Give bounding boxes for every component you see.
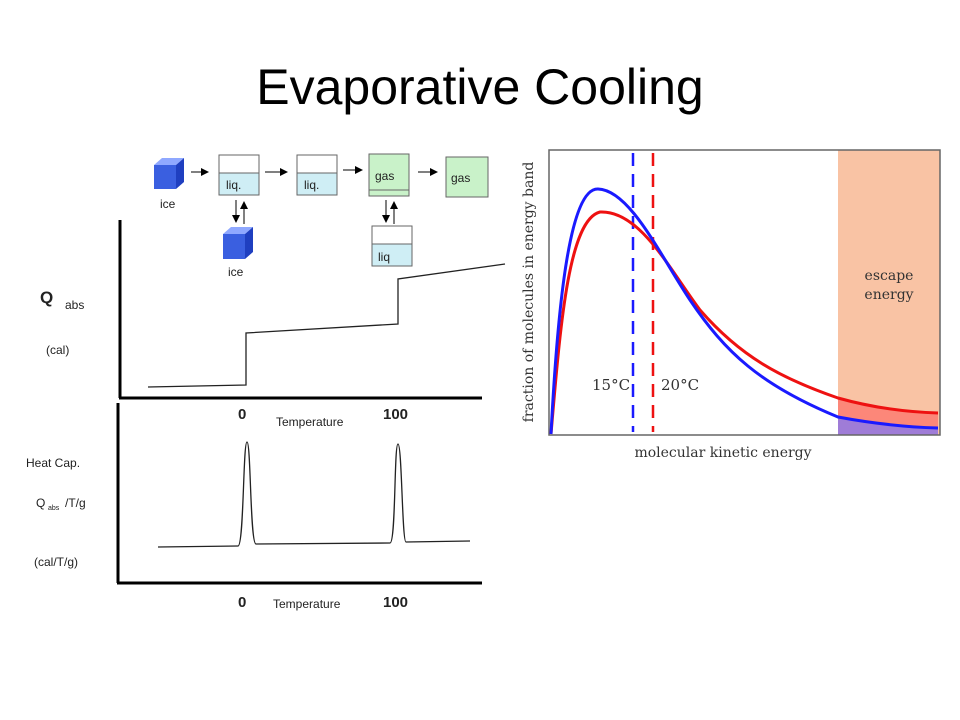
tick-label-0: 0 [238,594,246,611]
heatcap-ylabel: Heat Cap. [26,456,80,470]
tick-label-0: 0 [238,406,246,423]
phase-diagram: ice liq. liq. gas gas [154,153,489,279]
series-line-15c [549,187,939,435]
q-abs-ylabel: Q [40,288,53,307]
tick-label-100: 100 [383,594,408,611]
x-axis-label: Temperature [273,597,341,611]
liquid-container-3: liq [371,225,413,267]
q-abs-yunit: (cal) [46,343,69,357]
heat-capacity-chart: Heat Cap. Q abs /T/g (cal/T/g) 0 100 Tem… [26,403,482,611]
heatcap-ylabel-q: Q [36,496,45,510]
distribution-chart: 15°C 20°C escape energy molecular kineti… [521,149,941,461]
q-abs-ylabel-sub: abs [65,298,84,312]
heatcap-yunit: (cal/T/g) [34,555,78,569]
marker-label-15c: 15°C [592,376,630,394]
gas-container-2: gas [445,156,489,198]
escape-energy-label-2: energy [864,287,913,303]
marker-label-20c: 20°C [661,376,699,394]
tick-label-100: 100 [383,406,408,423]
heatcap-ylabel-sub: abs [48,505,60,512]
q-abs-curve [147,263,506,388]
escape-energy-label-1: escape [865,268,914,284]
ice-label: ice [228,265,244,279]
plot-frame [548,149,941,436]
gas-label: gas [451,171,470,185]
slide-title: Evaporative Cooling [256,59,704,115]
x-axis-label: molecular kinetic energy [634,445,811,461]
x-axis-label: Temperature [276,415,344,429]
gas-label: gas [375,169,394,183]
ice-cube-icon [223,227,253,259]
liquid-container-2: liq. [296,154,338,196]
heatcap-ylabel-rest: /T/g [65,496,86,510]
escape-energy-region [838,150,940,435]
heat-capacity-curve [157,441,471,548]
ice-label: ice [160,197,176,211]
liquid-label: liq [378,250,390,264]
ice-cube-icon [154,158,184,189]
liquid-label: liq. [226,178,241,192]
series-line-20c [549,210,939,435]
y-axis-label: fraction of molecules in energy band [521,162,537,423]
q-abs-chart: Q abs (cal) 0 100 Temperature [40,220,506,429]
gas-container-1: gas [368,153,410,197]
liquid-container-1: liq. [218,154,260,196]
liquid-label: liq. [304,178,319,192]
